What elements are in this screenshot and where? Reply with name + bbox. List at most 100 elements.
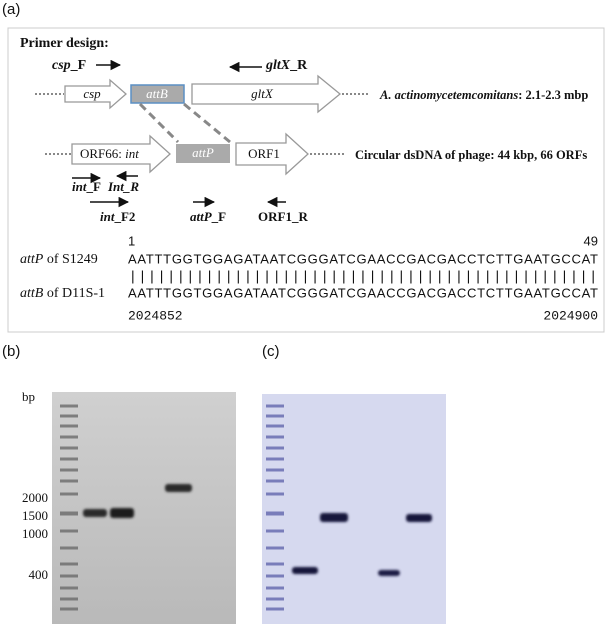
gel-image	[262, 394, 446, 624]
band	[292, 567, 318, 574]
ladder-band	[60, 586, 78, 590]
primer-label: int_F2	[100, 209, 135, 224]
ladder-band	[60, 607, 78, 611]
gene-label: gltX	[251, 86, 274, 101]
gel-bands	[292, 513, 432, 576]
label-text: of D11S-1	[43, 286, 105, 301]
ladder-band	[266, 457, 284, 461]
gene-label: ORF1	[248, 146, 280, 161]
ladder-band	[266, 546, 284, 550]
band	[406, 514, 432, 522]
description: A. actinomycetemcomitans: 2.1-2.3 mbp	[379, 88, 588, 102]
ladder-band	[266, 574, 284, 578]
band	[83, 509, 107, 517]
gene-text: ORF66:	[80, 146, 125, 161]
gene-label: ORF66: int	[80, 146, 139, 161]
ladder-band	[266, 404, 284, 408]
position-label: 49	[584, 233, 598, 248]
band	[320, 513, 348, 522]
ladder	[266, 404, 284, 611]
sequence: AATTTGGTGGAGATAATCGGGATCGAACCGACGACCTCTT…	[128, 251, 598, 266]
ladder-band	[266, 446, 284, 450]
ladder-band	[60, 562, 78, 566]
size-label: 400	[29, 567, 49, 582]
panel-frame	[7, 27, 605, 333]
panel-label: (c)	[262, 343, 280, 360]
site-box	[176, 144, 230, 163]
gene-arrow	[71, 134, 171, 174]
panel-label: (b)	[2, 343, 20, 360]
primer-suffix: _F	[211, 209, 227, 224]
band	[378, 570, 400, 576]
dashed-link	[183, 102, 231, 144]
dashed-link	[138, 102, 180, 144]
size-label: 1500	[22, 508, 48, 523]
ladder-band	[266, 529, 284, 533]
heading: Primer design:	[20, 36, 109, 51]
label-italic: attP	[20, 252, 44, 267]
ladder-band	[60, 574, 78, 578]
site-label: attP	[192, 145, 214, 160]
primer-label: ORF1_R	[258, 209, 308, 224]
gene-label: csp	[83, 86, 101, 101]
primer-italic: int	[72, 179, 87, 194]
primer-italic: int	[100, 209, 115, 224]
ladder-band	[60, 597, 78, 601]
ladder-band	[266, 562, 284, 566]
panel-label: (a)	[2, 1, 20, 18]
primer-suffix: _R	[289, 58, 308, 73]
ladder-band	[60, 446, 78, 450]
primer-suffix: _F	[70, 58, 87, 73]
sequence: AATTTGGTGGAGATAATCGGGATCGAACCGACGACCTCTT…	[128, 285, 598, 300]
primer-label: attP_F	[190, 209, 226, 224]
site-label: attB	[146, 86, 168, 101]
ladder-band	[266, 435, 284, 439]
ladder-band	[60, 479, 78, 483]
description: Circular dsDNA of phage: 44 kbp, 66 ORFs	[355, 148, 587, 162]
ladder-band	[266, 492, 284, 496]
ladder-band	[60, 492, 78, 496]
ladder	[60, 404, 78, 611]
site-box	[130, 84, 185, 104]
gene-arrow	[64, 78, 127, 110]
ladder-band	[60, 546, 78, 550]
primer-label: gltX_R	[265, 58, 308, 73]
unit-label: bp	[22, 389, 35, 404]
label-italic: attB	[20, 286, 44, 301]
match-line: ||||||||||||||||||||||||||||||||||||||||…	[131, 268, 595, 284]
size-label: 2000	[22, 490, 48, 505]
primer-label: int_F	[72, 179, 101, 194]
primer-suffix: _F2	[113, 209, 135, 224]
sequence-label: attB of D11S-1	[20, 286, 105, 301]
ladder-band	[266, 414, 284, 418]
primer-italic: attP	[190, 209, 213, 224]
ladder-band	[60, 424, 78, 428]
size-label: 1000	[22, 526, 48, 541]
ladder-band	[60, 435, 78, 439]
ladder-band	[266, 468, 284, 472]
band	[110, 508, 134, 518]
primer-italic: csp	[52, 58, 71, 73]
size-labels: 2000 1500 1000 400	[22, 490, 48, 582]
ladder-band	[266, 511, 284, 516]
ladder-band	[266, 586, 284, 590]
ladder-band	[60, 457, 78, 461]
gene-arrow	[191, 74, 342, 114]
position-label: 1	[128, 233, 135, 248]
primer-label: csp_F	[52, 58, 86, 73]
sequence-label: attP of S1249	[20, 252, 98, 267]
ladder-band	[60, 511, 78, 516]
label-text: of S1249	[43, 252, 97, 267]
position-label: 2024852	[128, 308, 183, 323]
ladder-band	[60, 414, 78, 418]
gel-image	[52, 392, 236, 624]
band	[165, 484, 192, 492]
primer-suffix: _F	[85, 179, 101, 194]
ladder-band	[60, 404, 78, 408]
gel-bands	[83, 484, 192, 518]
description-text: : 2.1-2.3 mbp	[518, 88, 588, 102]
gene-italic: int	[125, 146, 139, 161]
ladder-band	[266, 607, 284, 611]
ladder-band	[266, 597, 284, 601]
